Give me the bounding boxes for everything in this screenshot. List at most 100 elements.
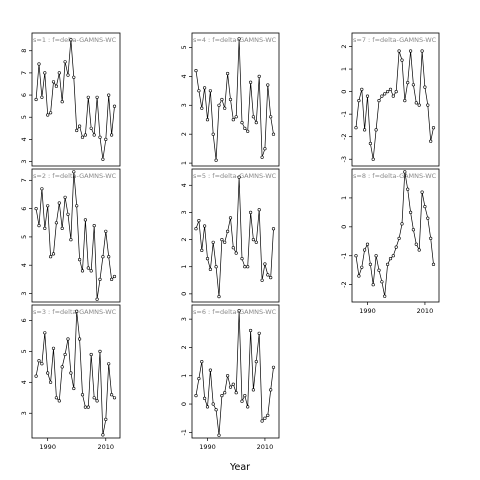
data-point bbox=[83, 133, 87, 137]
data-point bbox=[260, 155, 264, 159]
data-point bbox=[228, 216, 233, 220]
data-point bbox=[95, 95, 99, 99]
panel-1: s=1 : f=delta-GAMNS-WC 3 4 5 6 7 8 bbox=[20, 32, 121, 167]
data-point bbox=[194, 68, 198, 73]
data-point bbox=[98, 277, 102, 282]
data-point bbox=[57, 71, 61, 75]
data-point bbox=[89, 269, 93, 273]
y-tick-label: 6 bbox=[20, 207, 28, 211]
y-tick-label: 8 bbox=[20, 49, 28, 53]
data-point bbox=[51, 346, 56, 350]
data-point bbox=[92, 224, 96, 228]
data-point bbox=[394, 89, 398, 94]
data-point bbox=[208, 368, 212, 372]
data-point bbox=[260, 278, 264, 282]
data-point bbox=[257, 208, 261, 212]
data-point bbox=[400, 222, 404, 226]
data-point bbox=[69, 371, 73, 375]
data-point bbox=[200, 106, 204, 110]
panel-frame bbox=[191, 168, 280, 303]
data-point bbox=[77, 337, 82, 341]
panel-4: s=4 : f=delta-GAMNS-WC 1 2 3 4 5 bbox=[180, 32, 280, 167]
data-point bbox=[112, 274, 117, 279]
y-tick-label: 2 bbox=[340, 44, 348, 48]
data-point bbox=[266, 83, 270, 87]
data-point bbox=[254, 360, 258, 364]
data-point bbox=[75, 204, 79, 208]
panel-label: s=8 : f=delta-GAMNS-WC bbox=[353, 172, 437, 180]
data-point bbox=[414, 242, 418, 246]
data-point bbox=[234, 391, 238, 395]
y-tick-label: -1 bbox=[180, 429, 188, 435]
data-point bbox=[266, 273, 270, 277]
data-point bbox=[377, 268, 381, 272]
data-point bbox=[251, 238, 255, 242]
data-point bbox=[220, 238, 224, 242]
data-point bbox=[420, 49, 424, 53]
y-tick-label: 5 bbox=[20, 235, 28, 239]
data-point bbox=[37, 62, 41, 66]
data-point bbox=[409, 210, 413, 214]
data-point bbox=[365, 242, 370, 246]
data-point bbox=[98, 135, 102, 139]
data-point bbox=[423, 205, 427, 209]
data-point bbox=[383, 92, 387, 96]
y-tick-label: 4 bbox=[20, 380, 28, 384]
data-point bbox=[386, 262, 390, 267]
data-point bbox=[234, 115, 238, 119]
data-point bbox=[205, 118, 210, 122]
data-point bbox=[37, 359, 41, 363]
data-point bbox=[89, 126, 93, 130]
data-point bbox=[409, 49, 413, 53]
data-point bbox=[374, 128, 378, 132]
data-point bbox=[226, 229, 230, 233]
y-tick-label: 4 bbox=[20, 263, 28, 267]
series-line bbox=[35, 311, 115, 435]
data-point bbox=[77, 124, 82, 128]
y-tick-label: 5 bbox=[180, 45, 188, 49]
data-point bbox=[371, 157, 375, 161]
data-point bbox=[260, 419, 264, 423]
panel-label: s=7 : f=delta-GAMNS-WC bbox=[353, 36, 437, 44]
data-point bbox=[109, 393, 114, 397]
data-point bbox=[249, 328, 253, 333]
panel-frame bbox=[191, 304, 280, 439]
data-point bbox=[57, 399, 61, 403]
y-tick-label: -1 bbox=[340, 111, 348, 117]
data-point bbox=[357, 274, 361, 278]
y-tick-label: 2 bbox=[180, 238, 188, 242]
data-point bbox=[380, 94, 384, 98]
data-point bbox=[43, 331, 47, 335]
data-point bbox=[237, 37, 241, 41]
series-line bbox=[355, 171, 434, 297]
panel-2: s=2 : f=delta-GAMNS-WC 3 4 5 6 7 bbox=[20, 168, 121, 303]
data-point bbox=[205, 257, 210, 261]
y-tick-label: 6 bbox=[20, 318, 28, 322]
data-point bbox=[240, 257, 244, 261]
data-point bbox=[40, 95, 44, 99]
data-point bbox=[54, 84, 59, 88]
data-point bbox=[37, 224, 41, 228]
y-tick-label: 0 bbox=[180, 402, 188, 406]
series-line bbox=[195, 177, 274, 297]
data-point bbox=[86, 266, 90, 270]
y-tick-label: 4 bbox=[180, 74, 188, 78]
data-point bbox=[223, 391, 227, 395]
data-point bbox=[80, 135, 85, 139]
data-point bbox=[257, 331, 261, 335]
series-line bbox=[355, 50, 434, 160]
data-point bbox=[254, 120, 258, 125]
panel-frame bbox=[191, 32, 280, 167]
data-point bbox=[112, 104, 117, 108]
data-point bbox=[63, 60, 67, 64]
data-point bbox=[266, 413, 270, 418]
data-point bbox=[246, 265, 250, 269]
data-point bbox=[89, 352, 93, 357]
data-point bbox=[426, 103, 430, 107]
data-point bbox=[257, 74, 261, 78]
data-point bbox=[80, 393, 85, 397]
data-point bbox=[66, 212, 70, 216]
panel-6: s=6 : f=delta-GAMNS-WC -1 0 1 2 3 1990 2010 bbox=[180, 304, 280, 451]
panel-frame bbox=[31, 304, 121, 439]
